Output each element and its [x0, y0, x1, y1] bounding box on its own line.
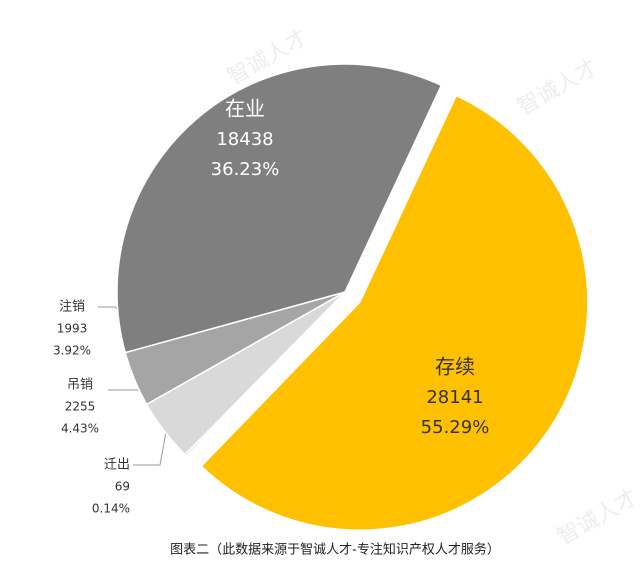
- slice-count: 2255: [65, 400, 96, 414]
- slice-label: 在业: [225, 97, 265, 121]
- slice-label: 存续: [435, 355, 475, 379]
- slice-percent: 36.23%: [211, 159, 280, 180]
- caption: 图表二（此数据来源于智诚人才-专注知识产权人才服务）: [170, 542, 500, 558]
- slice-count: 28141: [426, 387, 483, 408]
- watermark: 智诚人才: [554, 485, 640, 551]
- slice-label: 注销: [59, 300, 85, 315]
- slice-label: 迁出: [104, 458, 130, 473]
- slice-label: 吊销: [67, 378, 93, 393]
- pie-slice: [116, 63, 443, 354]
- slice-count: 18438: [216, 129, 273, 150]
- slice-count: 69: [115, 480, 130, 494]
- pie-slice: [200, 94, 589, 531]
- slice-percent: 55.29%: [421, 417, 490, 438]
- slice-count: 1993: [57, 322, 88, 336]
- slice-percent: 0.14%: [92, 502, 130, 516]
- slice-percent: 3.92%: [53, 344, 91, 358]
- slice-percent: 4.43%: [61, 422, 99, 436]
- watermark: 智诚人才: [514, 55, 603, 121]
